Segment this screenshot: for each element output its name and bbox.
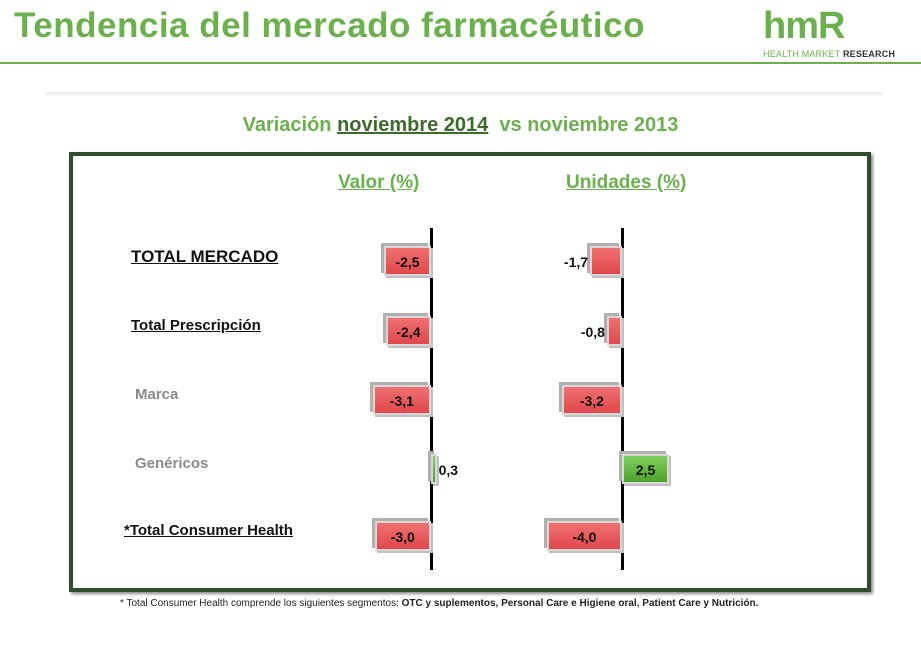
- footnote: * Total Consumer Health comprende los si…: [120, 598, 758, 609]
- subtitle-prefix: Variación: [242, 114, 332, 136]
- data-bar: [606, 316, 622, 346]
- logo-mark: hmR: [763, 5, 845, 47]
- series-header: Unidades (%): [566, 172, 687, 193]
- data-label: -3,0: [390, 529, 415, 545]
- data-bar: [372, 385, 431, 415]
- category-label: Total Prescripción: [131, 317, 261, 334]
- chart-frame: [69, 152, 871, 592]
- footnote-bold: OTC y suplementos, Personal Care e Higie…: [401, 598, 759, 609]
- data-label: -3,1: [389, 393, 414, 409]
- hmr-logo: hmR HEALTH MARKET RESEARCH: [763, 6, 913, 60]
- data-bar: [622, 454, 669, 484]
- category-label: Marca: [135, 386, 179, 403]
- header-shadow: [45, 92, 883, 96]
- page-title: Tendencia del mercado farmacéutico: [14, 6, 646, 45]
- category-label: TOTAL MERCADO: [131, 247, 279, 266]
- logo-subtitle: HEALTH MARKET RESEARCH: [763, 49, 895, 59]
- data-label: -0,8: [580, 324, 605, 340]
- data-bar: [431, 454, 437, 484]
- category-label: *Total Consumer Health: [124, 522, 293, 539]
- series-header: Valor (%): [338, 172, 420, 193]
- data-bar: [374, 521, 431, 551]
- footnote-plain: * Total Consumer Health comprende los si…: [120, 598, 399, 609]
- data-label: -2,4: [396, 324, 421, 340]
- data-bar: [384, 246, 431, 276]
- subtitle-suffix: vs noviembre 2013: [499, 114, 679, 136]
- data-bar: [590, 246, 622, 276]
- data-bar: [385, 316, 431, 346]
- data-bar: [546, 521, 622, 551]
- title-divider: [0, 62, 921, 64]
- data-label: -4,0: [572, 529, 597, 545]
- chart-subtitle: Variación noviembre 2014 vs noviembre 20…: [0, 114, 921, 137]
- logo-sub-dark: RESEARCH: [842, 49, 896, 59]
- zero-axis: [430, 228, 433, 570]
- logo-sub-green: HEALTH MARKET: [763, 49, 841, 59]
- data-bar: [561, 385, 622, 415]
- subtitle-highlight: noviembre 2014: [337, 114, 489, 136]
- data-label: -1,7: [563, 254, 589, 270]
- data-label: -3,2: [579, 393, 604, 409]
- data-label: 0,3: [438, 462, 459, 478]
- data-label: -2,5: [395, 254, 420, 270]
- zero-axis: [621, 228, 624, 570]
- data-label: 2,5: [635, 462, 656, 478]
- category-label: Genéricos: [135, 455, 209, 472]
